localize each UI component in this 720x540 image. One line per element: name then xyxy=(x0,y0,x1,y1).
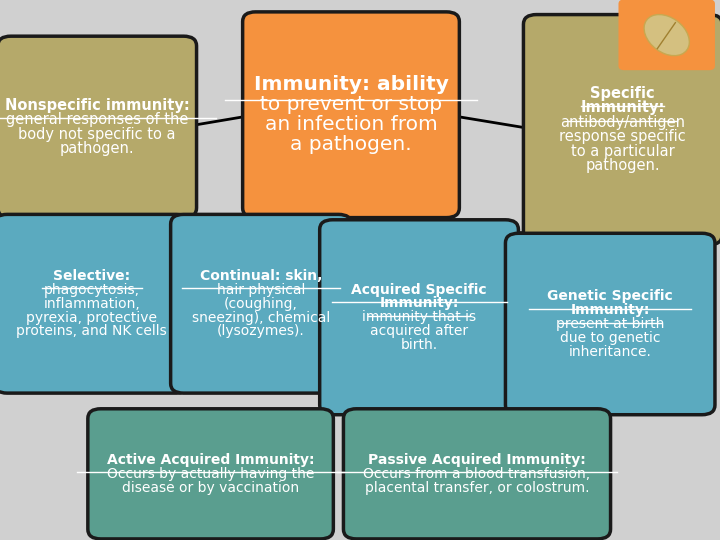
FancyBboxPatch shape xyxy=(505,233,715,415)
Text: Nonspecific immunity:: Nonspecific immunity: xyxy=(5,98,189,113)
Text: Immunity: ability: Immunity: ability xyxy=(253,75,449,94)
Text: Immunity:: Immunity: xyxy=(580,100,665,116)
FancyBboxPatch shape xyxy=(618,0,715,70)
Text: Passive Acquired Immunity:: Passive Acquired Immunity: xyxy=(368,453,586,467)
Text: to prevent or stop: to prevent or stop xyxy=(260,95,442,114)
Text: present at birth: present at birth xyxy=(556,317,665,331)
Text: (lysozymes).: (lysozymes). xyxy=(217,325,305,339)
Text: Selective:: Selective: xyxy=(53,269,130,283)
Text: pyrexia, protective: pyrexia, protective xyxy=(27,310,157,325)
Text: inflammation,: inflammation, xyxy=(43,297,140,310)
FancyBboxPatch shape xyxy=(343,409,611,539)
Text: sneezing), chemical: sneezing), chemical xyxy=(192,310,330,325)
Text: an infection from: an infection from xyxy=(265,115,437,134)
Text: due to genetic: due to genetic xyxy=(560,331,660,345)
Text: a pathogen.: a pathogen. xyxy=(290,135,412,154)
Text: to a particular: to a particular xyxy=(571,144,675,159)
FancyBboxPatch shape xyxy=(0,214,189,393)
Text: birth.: birth. xyxy=(400,338,438,352)
Text: phagocytosis,: phagocytosis, xyxy=(44,283,140,297)
Text: Occurs by actually having the: Occurs by actually having the xyxy=(107,467,315,481)
Text: hair physical: hair physical xyxy=(217,283,305,297)
Text: (coughing,: (coughing, xyxy=(224,297,298,310)
Text: proteins, and NK cells: proteins, and NK cells xyxy=(17,325,167,339)
FancyBboxPatch shape xyxy=(88,409,333,539)
Text: Continual: skin,: Continual: skin, xyxy=(200,269,322,283)
Text: disease or by vaccination: disease or by vaccination xyxy=(122,481,300,495)
FancyBboxPatch shape xyxy=(320,220,518,415)
FancyBboxPatch shape xyxy=(523,15,720,245)
Text: immunity that is: immunity that is xyxy=(362,310,476,324)
Text: Occurs from a blood transfusion,: Occurs from a blood transfusion, xyxy=(364,467,590,481)
Text: Immunity:: Immunity: xyxy=(570,303,650,317)
Text: Genetic Specific: Genetic Specific xyxy=(547,289,673,303)
Text: antibody/antigen: antibody/antigen xyxy=(560,115,685,130)
Text: Immunity:: Immunity: xyxy=(379,296,459,310)
Text: response specific: response specific xyxy=(559,130,686,144)
FancyBboxPatch shape xyxy=(243,12,459,218)
FancyBboxPatch shape xyxy=(0,36,197,218)
Text: pathogen.: pathogen. xyxy=(60,141,135,156)
Text: Acquired Specific: Acquired Specific xyxy=(351,282,487,296)
Text: inheritance.: inheritance. xyxy=(569,345,652,359)
Text: acquired after: acquired after xyxy=(370,324,468,338)
Text: general responses of the: general responses of the xyxy=(6,112,189,127)
Text: Active Acquired Immunity:: Active Acquired Immunity: xyxy=(107,453,315,467)
Text: placental transfer, or colostrum.: placental transfer, or colostrum. xyxy=(365,481,589,495)
Text: body not specific to a: body not specific to a xyxy=(19,127,176,141)
Text: Specific: Specific xyxy=(590,86,655,101)
FancyBboxPatch shape xyxy=(171,214,351,393)
Ellipse shape xyxy=(644,15,689,56)
Text: pathogen.: pathogen. xyxy=(585,158,660,173)
